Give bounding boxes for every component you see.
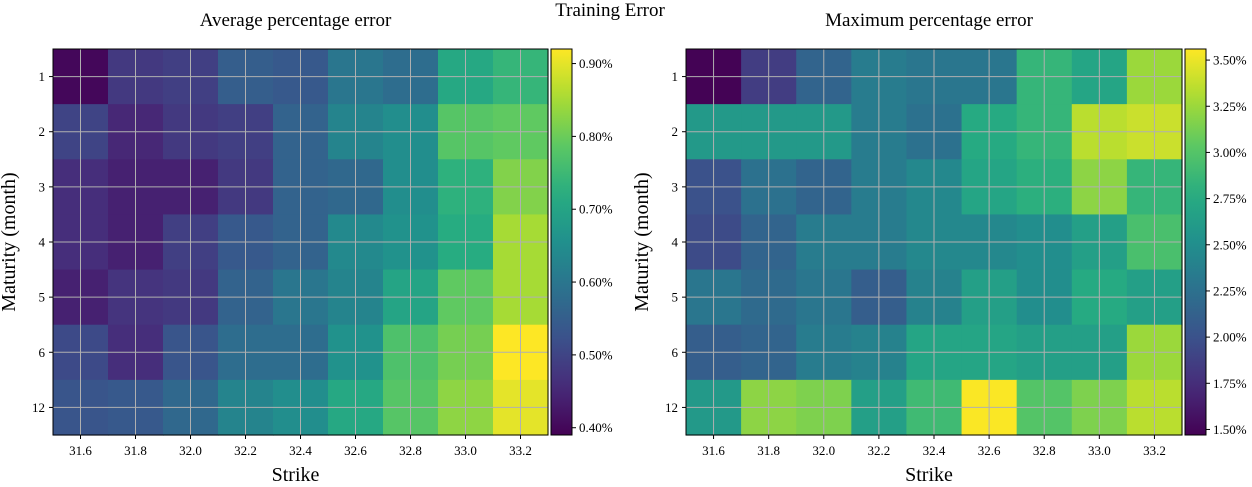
colorbar-tick-label: 0.40% bbox=[579, 420, 613, 435]
colorbar-tick-label: 3.50% bbox=[1213, 53, 1247, 68]
colorbar-tick-label: 0.70% bbox=[579, 202, 613, 217]
y-tick-label: 4 bbox=[39, 235, 46, 250]
y-tick-label: 6 bbox=[672, 345, 679, 360]
y-tick-label: 3 bbox=[39, 179, 46, 194]
y-tick-label: 5 bbox=[39, 290, 46, 305]
x-tick-label: 32.4 bbox=[289, 443, 312, 458]
colorbar-tick-label: 2.00% bbox=[1213, 330, 1247, 345]
y-tick-label: 6 bbox=[39, 345, 46, 360]
colorbar-tick-label: 2.50% bbox=[1213, 237, 1247, 252]
x-tick-label: 33.0 bbox=[454, 443, 477, 458]
x-tick-label: 33.2 bbox=[1143, 443, 1166, 458]
colorbar-tick-label: 0.90% bbox=[579, 56, 613, 71]
subplot-title: Average percentage error bbox=[200, 10, 392, 31]
x-axis-label: Strike bbox=[272, 464, 320, 486]
x-tick-label: 32.8 bbox=[1033, 443, 1056, 458]
x-tick-label: 31.8 bbox=[124, 443, 147, 458]
y-tick-label: 1 bbox=[39, 69, 46, 84]
x-tick-label: 33.2 bbox=[509, 443, 532, 458]
colorbar-tick-label: 3.00% bbox=[1213, 145, 1247, 160]
colorbar-tick-label: 0.80% bbox=[579, 129, 613, 144]
maximum-error-heatmap: 31.6 31.8 32.0 32.2 32.4 32.6 32.8 33.0 33.21234… bbox=[631, 10, 1247, 486]
x-tick-label: 32.8 bbox=[399, 443, 422, 458]
colorbar-tick-label: 1.75% bbox=[1213, 376, 1247, 391]
colorbar bbox=[550, 48, 573, 436]
x-tick-label: 32.6 bbox=[978, 443, 1001, 458]
figure-title: Training Error bbox=[555, 0, 665, 21]
y-tick-label: 4 bbox=[672, 235, 679, 250]
colorbar-tick-label: 1.50% bbox=[1213, 422, 1247, 437]
y-tick-label: 2 bbox=[672, 124, 679, 139]
y-tick-label: 3 bbox=[672, 179, 679, 194]
x-tick-label: 31.6 bbox=[69, 443, 92, 458]
y-tick-label: 12 bbox=[665, 400, 678, 415]
y-tick-label: 5 bbox=[672, 290, 679, 305]
x-tick-label: 32.0 bbox=[179, 443, 202, 458]
x-tick-label: 33.0 bbox=[1088, 443, 1111, 458]
x-tick-label: 32.6 bbox=[344, 443, 367, 458]
x-tick-label: 31.8 bbox=[757, 443, 780, 458]
colorbar-tick-label: 0.50% bbox=[579, 347, 613, 362]
y-tick-label: 12 bbox=[32, 400, 45, 415]
colorbar-tick-label: 2.75% bbox=[1213, 191, 1247, 206]
x-tick-label: 32.2 bbox=[234, 443, 257, 458]
colorbar-tick-label: 0.60% bbox=[579, 275, 613, 290]
subplot-title: Maximum percentage error bbox=[825, 10, 1034, 31]
y-tick-label: 1 bbox=[672, 69, 679, 84]
colorbar-tick-label: 2.25% bbox=[1213, 283, 1247, 298]
x-axis-label: Strike bbox=[905, 464, 953, 486]
y-axis-label: Maturity (month) bbox=[0, 172, 20, 311]
colorbar-tick-label: 3.25% bbox=[1213, 99, 1247, 114]
x-tick-label: 32.0 bbox=[812, 443, 835, 458]
y-tick-label: 2 bbox=[39, 124, 46, 139]
y-axis-label: Maturity (month) bbox=[631, 172, 653, 311]
x-tick-label: 32.4 bbox=[923, 443, 946, 458]
average-error-heatmap: 31.6 31.8 32.0 32.2 32.4 32.6 32.8 33.0 33.21234… bbox=[0, 10, 613, 486]
x-tick-label: 32.2 bbox=[868, 443, 891, 458]
colorbar bbox=[1184, 48, 1207, 436]
x-tick-label: 31.6 bbox=[702, 443, 725, 458]
